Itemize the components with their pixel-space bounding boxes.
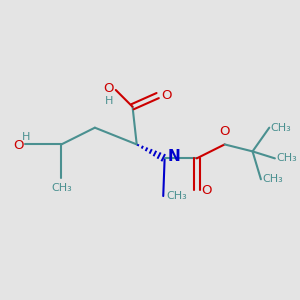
Text: O: O (13, 139, 24, 152)
Text: H: H (22, 132, 31, 142)
Text: CH₃: CH₃ (262, 174, 283, 184)
Text: O: O (103, 82, 114, 95)
Text: CH₃: CH₃ (276, 153, 297, 164)
Text: N: N (168, 149, 181, 164)
Text: O: O (219, 125, 230, 138)
Text: CH₃: CH₃ (51, 184, 72, 194)
Text: CH₃: CH₃ (271, 123, 291, 133)
Text: CH₃: CH₃ (166, 191, 187, 201)
Text: H: H (105, 96, 113, 106)
Text: O: O (161, 89, 172, 102)
Text: O: O (201, 184, 211, 197)
